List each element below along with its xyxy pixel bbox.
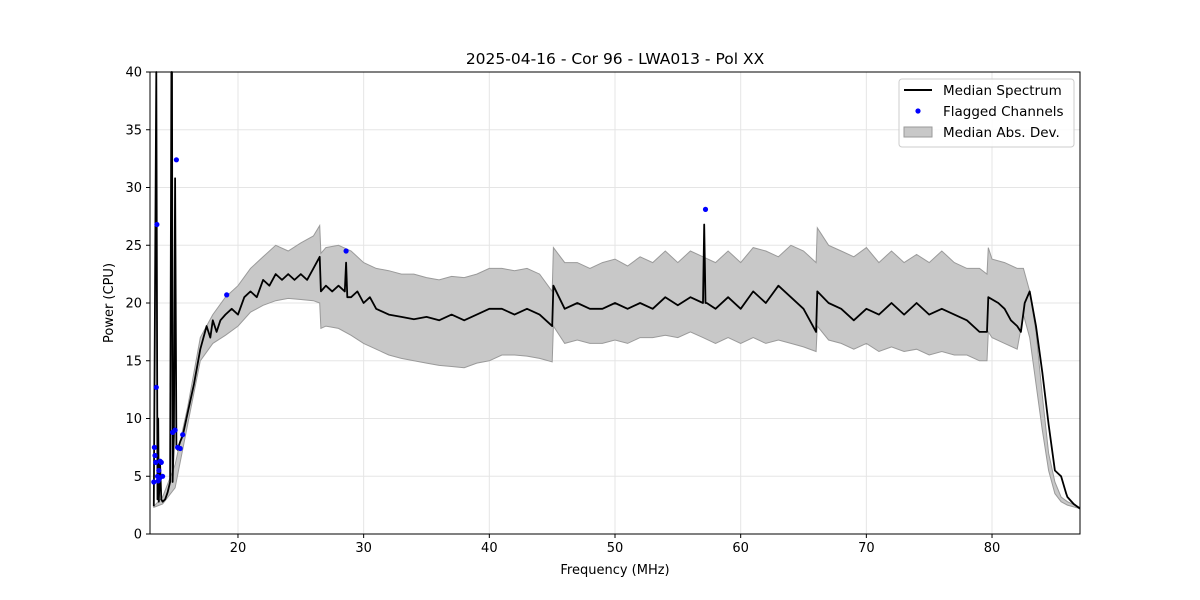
x-tick-label: 20: [230, 541, 247, 556]
x-tick-label: 40: [481, 541, 498, 556]
x-axis-ticks: 20 30 40 50 60 70 80: [230, 534, 1001, 556]
x-tick-label: 50: [607, 541, 624, 556]
flagged-channel-point: [224, 292, 230, 298]
legend-box: [898, 78, 1075, 148]
y-axis-label: Power (CPU): [102, 263, 117, 343]
y-tick-label: 5: [134, 470, 142, 485]
flagged-channel-point: [158, 459, 164, 465]
flagged-channel-point: [702, 206, 709, 212]
y-tick-label: 35: [125, 123, 142, 138]
legend-mad-swatch: [903, 126, 933, 138]
x-tick-label: 30: [355, 541, 372, 556]
legend: Median Spectrum Flagged Channels Median …: [898, 78, 1075, 148]
y-tick-label: 15: [125, 354, 142, 369]
x-tick-label: 60: [732, 541, 749, 556]
legend-median-label: Median Spectrum: [943, 83, 1062, 99]
flagged-channel-point: [173, 157, 179, 163]
flagged-points-layer: [151, 157, 709, 485]
flagged-channel-point: [151, 444, 157, 450]
x-axis-label: Frequency (MHz): [560, 563, 669, 578]
chart-title: 2025-04-16 - Cor 96 - LWA013 - Pol XX: [466, 50, 765, 68]
flagged-channel-point: [153, 384, 159, 390]
y-tick-label: 0: [134, 528, 142, 543]
legend-flagged-swatch: [915, 108, 921, 114]
flagged-channel-point: [172, 427, 178, 433]
flagged-channel-point: [180, 432, 186, 438]
flagged-channel-point: [177, 445, 183, 452]
legend-flagged-label: Flagged Channels: [943, 104, 1064, 120]
flagged-channel-point: [151, 479, 157, 485]
x-tick-label: 70: [858, 541, 875, 556]
flagged-channel-point: [156, 467, 162, 474]
legend-mad-label: Median Abs. Dev.: [943, 125, 1060, 141]
y-tick-label: 30: [125, 181, 142, 196]
flagged-channel-point: [154, 221, 160, 228]
y-tick-label: 10: [125, 412, 142, 427]
flagged-channel-point: [343, 248, 349, 254]
flagged-channel-point: [153, 459, 159, 465]
median-spectrum-line: [152, 71, 1081, 510]
y-tick-label: 20: [125, 297, 142, 312]
flagged-channel-point: [152, 452, 158, 459]
y-tick-label: 40: [125, 66, 142, 81]
median-line-layer: [152, 71, 1081, 510]
flagged-channel-point: [160, 473, 166, 479]
y-tick-label: 25: [125, 239, 142, 254]
x-tick-label: 80: [984, 541, 1001, 556]
y-axis-ticks: 0 5 10 15 20 25 30 35 40: [125, 66, 150, 543]
